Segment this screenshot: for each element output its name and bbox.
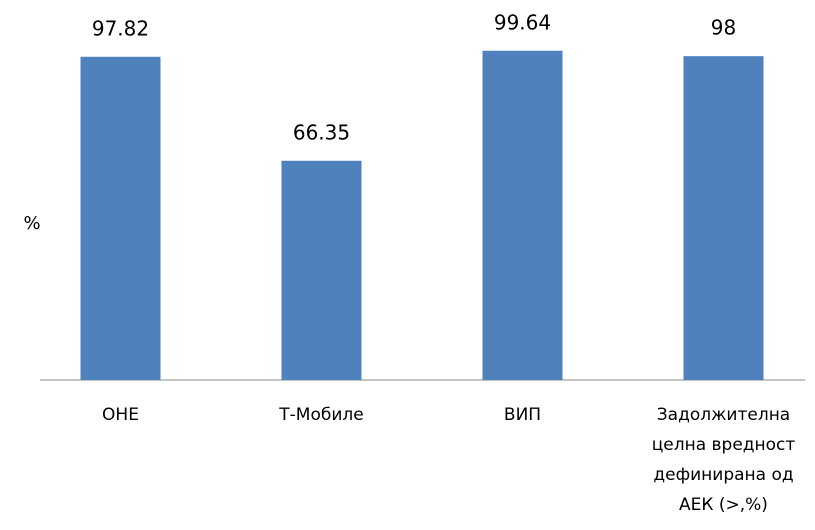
x-tick-label: Задолжителна целна вредност дефинирана о…: [651, 405, 796, 515]
bar: [482, 50, 563, 380]
bar: [80, 56, 161, 380]
y-axis-label: %: [23, 213, 40, 234]
bar: [281, 160, 362, 380]
value-label: 66.35: [293, 120, 350, 144]
x-tick-label: ВИП: [503, 405, 542, 425]
value-label: 99.64: [494, 10, 551, 34]
x-tick-label: ОНЕ: [102, 405, 139, 425]
value-label: 98: [711, 16, 736, 40]
x-tick-label: Т-Мобиле: [279, 405, 364, 425]
value-label: 97.82: [92, 16, 149, 40]
bar: [683, 56, 764, 380]
